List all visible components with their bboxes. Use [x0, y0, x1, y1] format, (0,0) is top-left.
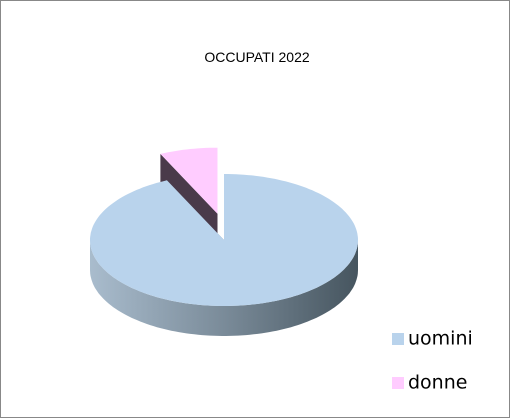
legend-label: donne	[408, 372, 467, 394]
legend-swatch	[392, 377, 404, 389]
slice-top	[160, 147, 218, 214]
slice-top	[90, 174, 358, 306]
slice-side	[90, 240, 358, 336]
legend-swatch	[392, 333, 404, 345]
legend-label: uomini	[408, 328, 473, 350]
chart-title: OCCUPATI 2022	[204, 49, 310, 65]
